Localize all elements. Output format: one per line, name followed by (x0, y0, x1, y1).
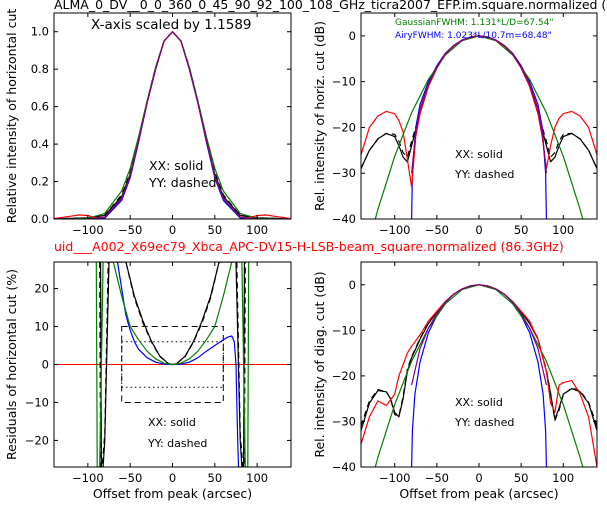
series-5-solid-line (411, 35, 547, 174)
y-tick-label: 20 (34, 282, 49, 296)
x-tick-label: −100 (379, 471, 411, 485)
series-2-solid-line (54, 31, 291, 219)
plot-area (361, 35, 597, 219)
annotation-text: YY: dashed (148, 175, 216, 190)
series-0-solid-line (54, 31, 291, 219)
series-4-solid-line (361, 284, 597, 467)
x-tick-label: 0 (169, 471, 176, 485)
y-tick-label: −20 (332, 120, 356, 134)
x-tick-label: 50 (514, 223, 529, 237)
series-2-solid-line (411, 35, 547, 219)
y-tick-label: 1.0 (31, 25, 49, 39)
annotation-text: X-axis scaled by 1.1589 (91, 17, 252, 33)
x-tick-label: −100 (72, 223, 104, 237)
y-tick-label: 0.2 (31, 175, 49, 189)
x-tick-label: −50 (425, 471, 449, 485)
x-tick-label: 0 (169, 223, 176, 237)
x-tick-label: 0 (475, 471, 482, 485)
x-tick-label: −50 (118, 223, 142, 237)
x-tick-label: 50 (514, 471, 529, 485)
y-tick-label: 0 (349, 29, 356, 43)
x-tick-label: 100 (552, 223, 574, 237)
y-tick-label: 0 (349, 278, 356, 292)
y-tick-label: 0.0 (31, 212, 49, 226)
series-2-solid-line (411, 284, 547, 467)
x-tick-label: −50 (118, 471, 142, 485)
y-tick-label: −30 (332, 414, 356, 428)
x-axis-label: Offset from peak (arcsec) (93, 486, 252, 501)
x-tick-label: 100 (246, 223, 268, 237)
x-tick-label: −100 (72, 471, 104, 485)
panel-horizontal-intensity: −100 −50 0 50 100 0.0 0.2 0.4 0.6 0.8 1.0 Relative … (4, 9, 292, 237)
series-4-solid-line (361, 35, 597, 188)
series-3-solid-line (54, 31, 291, 219)
series-1-dashed-line (54, 31, 291, 219)
series-1-dashed-line (361, 284, 597, 427)
annotation-text: YY: dashed (147, 437, 207, 450)
series-2-solid-line (116, 262, 241, 467)
axes-frame (360, 261, 598, 468)
figure-subtitle: uid___A002_X69ec79_Xbca_APC-DV15-H-LSB-b… (54, 239, 564, 254)
plot-area (54, 31, 291, 219)
x-tick-label: 0 (475, 223, 482, 237)
annotation-text: XX: solid (148, 416, 196, 429)
y-tick-label: 10 (34, 320, 49, 334)
series-1-dashed-line (361, 35, 597, 169)
annotation-text: XX: solid (455, 148, 503, 161)
series-4-solid-line (54, 31, 291, 219)
annotation-text: YY: dashed (454, 416, 514, 429)
envelope-box-dashed (121, 326, 224, 403)
annotation-text: GaussianFWHM: 1.131*L/D=67.54" (395, 18, 553, 28)
annotation-text: XX: solid (149, 158, 203, 173)
x-tick-label: −50 (425, 223, 449, 237)
x-tick-label: 50 (208, 471, 223, 485)
annotation-text: XX: solid (455, 396, 503, 409)
y-tick-label: −40 (332, 460, 356, 474)
series-5-solid-line (54, 31, 291, 219)
y-tick-label: 0.4 (31, 137, 49, 151)
x-tick-label: 50 (208, 223, 223, 237)
y-axis-label: Relative intensity of horizontal cut (4, 9, 19, 224)
plot-area (361, 284, 597, 467)
x-tick-label: 100 (246, 471, 268, 485)
y-tick-label: −10 (332, 75, 356, 89)
y-tick-label: 0.6 (31, 100, 49, 114)
y-tick-label: 0.8 (31, 62, 49, 76)
annotation-text: YY: dashed (454, 168, 514, 181)
y-axis-label: Residuals of horizontal cut (%) (4, 269, 19, 460)
x-axis-label: Offset from peak (arcsec) (399, 486, 558, 501)
y-tick-label: −30 (332, 166, 356, 180)
y-tick-label: −10 (332, 323, 356, 337)
annotation-text: AiryFWHM: 1.023*L/10.7m=68.48" (395, 31, 552, 41)
plot-area (54, 262, 291, 467)
x-tick-label: 100 (552, 471, 574, 485)
y-tick-label: −10 (25, 395, 49, 409)
figure-title: ALMA_0_DV__0_0_360_0_45_90_92_100_108_GH… (54, 0, 606, 12)
series-5-solid-line (411, 284, 547, 386)
y-tick-label: −20 (25, 433, 49, 447)
x-tick-label: −100 (379, 223, 411, 237)
y-tick-label: −40 (332, 212, 356, 226)
y-axis-label: Rel. intensity of diag. cut (dB) (312, 271, 327, 457)
series-3-solid-line (95, 262, 250, 467)
y-tick-label: −20 (332, 369, 356, 383)
y-tick-label: 0 (42, 358, 49, 372)
y-axis-label: Rel. intensity of horiz. cut (dB) (312, 21, 327, 211)
